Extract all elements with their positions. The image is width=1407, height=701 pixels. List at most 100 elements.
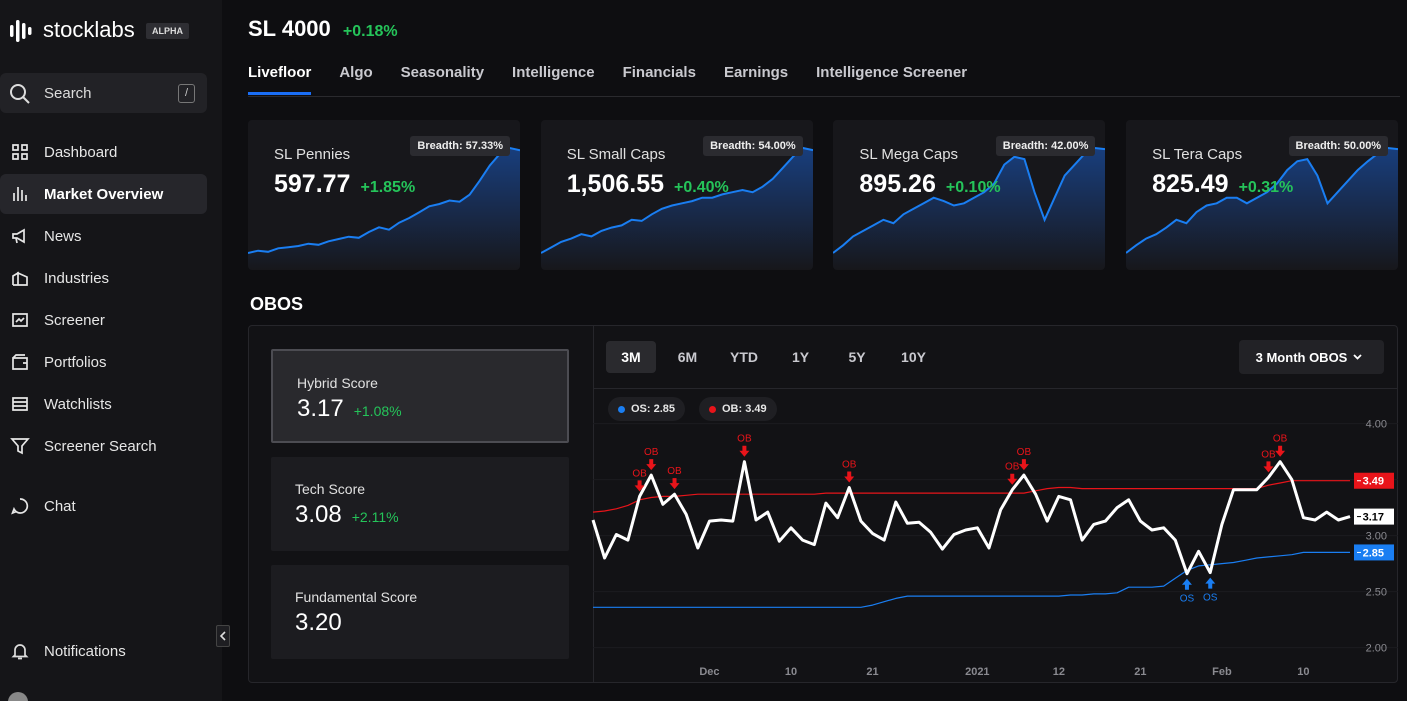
search-shortcut: / <box>178 84 195 103</box>
nav-item[interactable]: Market Overview <box>0 174 207 214</box>
icon-path <box>11 498 29 515</box>
chevron-left <box>219 631 226 641</box>
index-change: +0.18% <box>342 23 398 40</box>
nav-icon <box>13 187 27 201</box>
legend-label: OB: 3.49 <box>722 403 767 415</box>
card-value: 895.26 <box>859 170 936 198</box>
sidebar: stocklabs ALPHA Search / Dashboard Market… <box>0 0 222 701</box>
nav-item[interactable]: News <box>0 216 207 256</box>
nav-icon <box>11 498 29 515</box>
sparkline-line <box>1126 146 1399 254</box>
range-button[interactable]: 10Y <box>901 349 926 365</box>
obos-dropdown[interactable]: 3 Month OBOS <box>1239 340 1384 374</box>
nav-label: Dashboard <box>44 143 118 161</box>
card-name: SL Tera Caps <box>1152 146 1243 163</box>
range-button[interactable]: 6M <box>677 349 698 365</box>
breadth-badge: Breadth: 50.00% <box>1288 136 1389 156</box>
tab[interactable]: Seasonality <box>400 64 485 81</box>
nav-icon <box>10 438 30 455</box>
score-value: 3.17 <box>297 395 344 422</box>
card-value-row: 895.26 +0.10% <box>859 170 1000 199</box>
nav-label: Screener Search <box>44 437 157 455</box>
index-card[interactable]: SL Mega Caps 895.26 +0.10% Breadth: 42.00% <box>833 120 1106 270</box>
notifications[interactable]: Notifications <box>0 631 207 671</box>
card-value: 825.49 <box>1152 170 1229 198</box>
legend-item[interactable]: OB: 3.49 <box>699 397 777 421</box>
score-name: Hybrid Score <box>297 375 378 391</box>
legend-item[interactable]: OS: 2.85 <box>608 397 686 421</box>
score-card[interactable]: Hybrid Score 3.17 +1.08% <box>271 349 569 443</box>
notifications-label: Notifications <box>44 642 126 660</box>
sparkline-area <box>540 148 813 270</box>
score-change: +2.11% <box>351 509 399 525</box>
score-card[interactable]: Tech Score 3.08 +2.11% <box>271 457 569 551</box>
sparkline-area <box>833 148 1106 270</box>
nav-item[interactable]: Screener Search <box>0 426 207 466</box>
index-card[interactable]: SL Pennies 597.77 +1.85% Breadth: 57.33% <box>248 120 520 270</box>
index-card[interactable]: SL Small Caps 1,506.55 +0.40% Breadth: 54.0… <box>540 120 813 270</box>
nav-item[interactable]: Screener <box>0 300 207 340</box>
legend-label: OS: 2.85 <box>631 403 676 415</box>
tab[interactable]: Livefloor <box>248 64 312 95</box>
nav-icon <box>12 228 25 244</box>
sparkline-area <box>1126 148 1399 270</box>
score-name: Tech Score <box>295 481 366 497</box>
nav-icon <box>12 271 28 286</box>
range-button[interactable]: 5Y <box>848 349 866 365</box>
avatar[interactable] <box>8 692 28 701</box>
card-value: 1,506.55 <box>566 170 665 198</box>
icon-path <box>13 187 27 201</box>
card-change: +1.85% <box>360 179 416 196</box>
score-card[interactable]: Fundamental Score 3.20 <box>271 565 569 659</box>
index-card[interactable]: SL Tera Caps 825.49 +0.31% Breadth: 50.00% <box>1126 120 1399 270</box>
tab[interactable]: Algo <box>339 64 373 81</box>
search-icon <box>10 84 30 104</box>
obos-title: OBOS <box>250 294 304 314</box>
score-name: Fundamental Score <box>295 589 418 605</box>
tab[interactable]: Intelligence <box>512 64 595 81</box>
breadth-badge: Breadth: 54.00% <box>703 136 803 156</box>
sparkline <box>833 146 1106 270</box>
nav-label: News <box>44 227 82 245</box>
card-change: +0.10% <box>945 179 1001 196</box>
score-value-row: 3.08 +2.11% <box>295 501 399 529</box>
alpha-badge: ALPHA <box>146 23 189 39</box>
nav-item[interactable]: Portfolios <box>0 342 207 382</box>
search-box[interactable]: Search / <box>0 73 207 113</box>
card-change: +0.40% <box>674 179 729 196</box>
nav-item[interactable]: Chat <box>0 486 207 526</box>
search-placeholder: Search <box>44 85 92 102</box>
collapse-button[interactable] <box>216 625 230 647</box>
card-name: SL Small Caps <box>566 146 666 163</box>
tab[interactable]: Earnings <box>723 64 789 81</box>
tabs: Livefloor Algo Seasonality Intelligence Fina… <box>248 64 967 95</box>
nav-icon <box>12 313 28 327</box>
nav-item[interactable]: Industries <box>0 258 207 298</box>
nav-label: Screener <box>44 311 105 329</box>
icon-path <box>12 313 28 327</box>
score-value-row: 3.20 <box>295 609 342 637</box>
bell-icon <box>11 644 29 660</box>
tab[interactable]: Intelligence Screener <box>816 64 968 81</box>
dropdown-label: 3 Month OBOS <box>1255 349 1348 365</box>
card-name: SL Pennies <box>274 146 351 163</box>
range-button[interactable]: 1Y <box>791 349 810 365</box>
nav-item[interactable]: Watchlists <box>0 384 207 424</box>
tab[interactable]: Financials <box>622 64 696 81</box>
range-button[interactable]: YTD <box>730 349 758 365</box>
card-value-row: 1,506.55 +0.40% <box>567 170 729 199</box>
sparkline-line <box>248 146 520 254</box>
sparkline-area <box>248 148 520 270</box>
range-button[interactable]: 3M <box>606 341 656 373</box>
nav-icon <box>12 354 28 370</box>
nav-item[interactable]: Dashboard <box>0 132 207 172</box>
icon-path <box>12 397 28 411</box>
nav-label: Market Overview <box>44 185 164 203</box>
card-value-row: 825.49 +0.31% <box>1152 170 1293 199</box>
card-value-row: 597.77 +1.85% <box>274 170 415 199</box>
brand: stocklabs <box>43 17 135 42</box>
index-name: SL 4000 <box>248 16 331 41</box>
header-title: SL 4000 +0.18% <box>248 16 398 42</box>
nav-label: Watchlists <box>44 395 112 413</box>
